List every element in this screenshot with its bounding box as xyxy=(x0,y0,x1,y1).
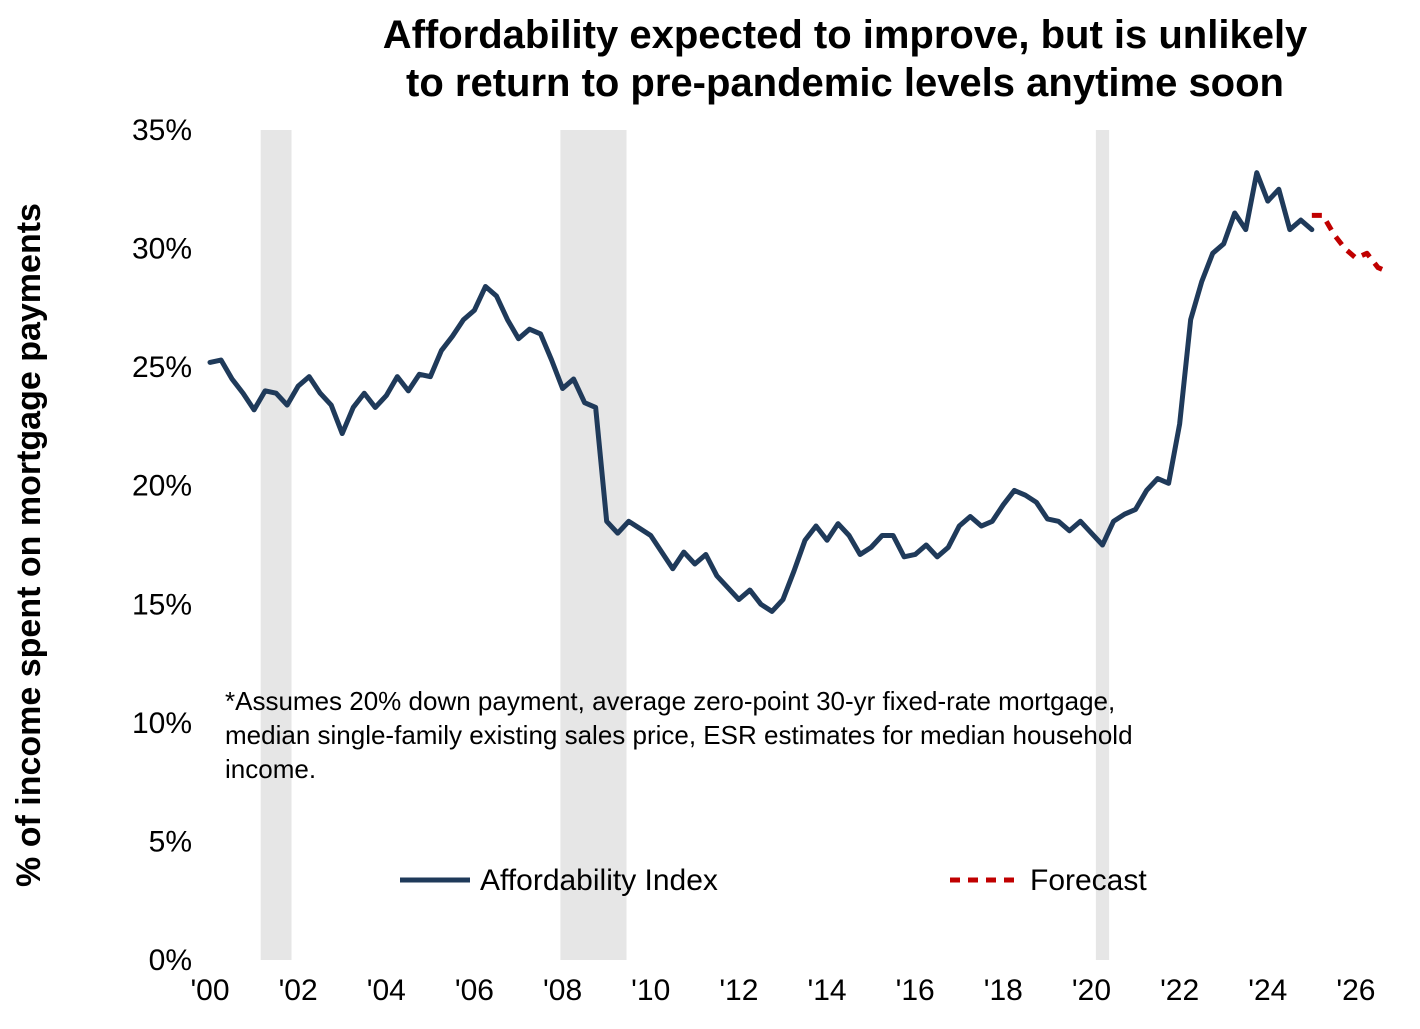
x-tick-label: '18 xyxy=(984,974,1023,1007)
y-axis-label: % of income spent on mortgage payments xyxy=(10,203,48,887)
legend-label-forecast: Forecast xyxy=(1030,864,1147,897)
y-tick-label: 35% xyxy=(132,114,192,147)
y-tick-label: 0% xyxy=(149,944,192,977)
chart-footnote-line: median single-family existing sales pric… xyxy=(225,720,1133,750)
y-tick-label: 20% xyxy=(132,470,192,503)
chart-title-line2: to return to pre-pandemic levels anytime… xyxy=(406,61,1284,105)
y-tick-label: 25% xyxy=(132,351,192,384)
recession-band xyxy=(560,130,626,960)
x-tick-label: '00 xyxy=(190,974,229,1007)
x-tick-label: '06 xyxy=(455,974,494,1007)
legend-label-affordability: Affordability Index xyxy=(480,864,718,897)
x-tick-label: '04 xyxy=(367,974,406,1007)
x-tick-label: '24 xyxy=(1248,974,1287,1007)
affordability-chart: Affordability expected to improve, but i… xyxy=(0,0,1420,1029)
y-tick-label: 5% xyxy=(149,825,192,858)
x-tick-label: '08 xyxy=(543,974,582,1007)
x-tick-label: '10 xyxy=(631,974,670,1007)
y-tick-label: 30% xyxy=(132,233,192,266)
chart-footnote-line: income. xyxy=(225,754,316,784)
x-tick-label: '12 xyxy=(719,974,758,1007)
x-tick-label: '02 xyxy=(279,974,318,1007)
chart-svg: Affordability expected to improve, but i… xyxy=(0,0,1420,1029)
x-tick-label: '22 xyxy=(1160,974,1199,1007)
y-tick-label: 10% xyxy=(132,707,192,740)
x-tick-label: '16 xyxy=(896,974,935,1007)
x-tick-label: '26 xyxy=(1336,974,1375,1007)
x-tick-label: '20 xyxy=(1072,974,1111,1007)
chart-footnote-line: *Assumes 20% down payment, average zero-… xyxy=(225,686,1115,716)
chart-title-line1: Affordability expected to improve, but i… xyxy=(383,13,1308,57)
x-tick-label: '14 xyxy=(807,974,846,1007)
recession-band xyxy=(261,130,292,960)
y-tick-label: 15% xyxy=(132,588,192,621)
